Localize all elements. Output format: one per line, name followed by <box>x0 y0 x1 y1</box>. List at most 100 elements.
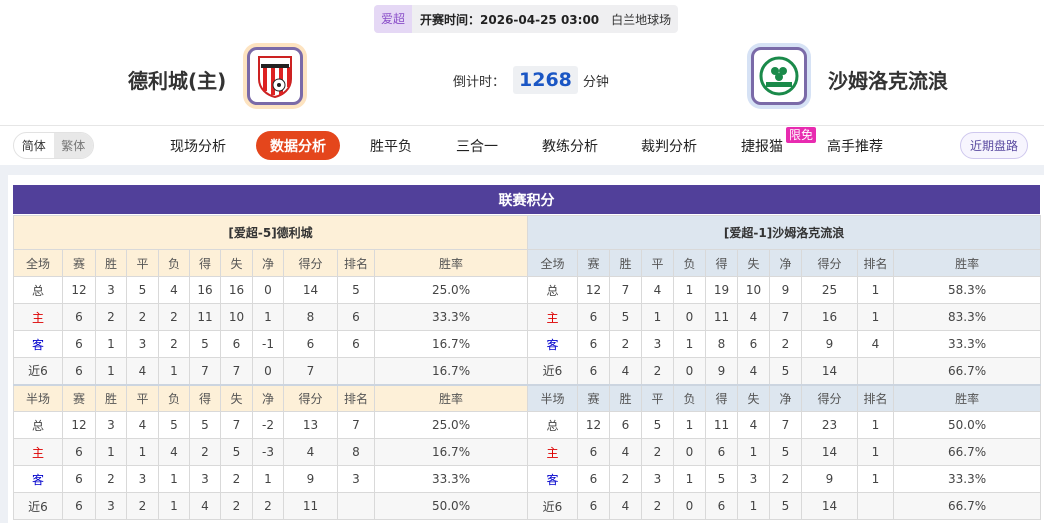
free-badge: 限免 <box>786 127 817 143</box>
table-cell: 6 <box>337 303 375 331</box>
column-header: 全场 <box>527 249 578 277</box>
table-row: 主 6 4 2 0 6 1 5 14 1 66.7% <box>527 438 1042 466</box>
table-cell: 6 <box>609 411 642 439</box>
column-header: 胜 <box>609 383 642 412</box>
tab-data-analysis[interactable]: 数据分析 <box>256 131 340 160</box>
venue: 白兰地球场 <box>611 12 672 27</box>
table-cell: 2 <box>769 330 802 358</box>
table-row: 客 6 2 3 1 5 3 2 9 1 33.3% <box>527 465 1042 493</box>
table-cell: 4 <box>609 438 642 466</box>
table-cell: 6 <box>62 465 96 493</box>
row-label: 主 <box>13 303 63 331</box>
table-cell: 0 <box>673 438 706 466</box>
table-cell: 3 <box>337 465 375 493</box>
table-row: 总 12 6 5 1 11 4 7 23 1 50.0% <box>527 411 1042 439</box>
tab-live-analysis[interactable]: 现场分析 <box>170 138 226 155</box>
kickoff-time: 开赛时间：2026-04-25 03:00 <box>420 12 600 27</box>
match-info-bar: 爱超 开赛时间：2026-04-25 03:00 白兰地球场 <box>374 5 678 33</box>
column-header: 得 <box>705 249 738 277</box>
row-label: 主 <box>527 438 578 466</box>
table-cell: 25.0% <box>373 411 529 439</box>
table-cell: 1 <box>857 303 894 331</box>
home-team-logo[interactable] <box>243 43 307 109</box>
table-cell: 14 <box>801 438 858 466</box>
row-label: 近6 <box>13 492 63 520</box>
table-cell: 6 <box>577 492 610 520</box>
column-header: 净 <box>252 383 284 412</box>
table-cell: -1 <box>252 330 284 358</box>
table-cell: 4 <box>283 438 338 466</box>
tab-expert-picks[interactable]: 高手推荐 <box>827 138 883 155</box>
table-cell: 7 <box>283 357 338 385</box>
row-label: 总 <box>527 276 578 304</box>
league-tag[interactable]: 爱超 <box>374 5 413 33</box>
traditional-button[interactable]: 繁体 <box>53 133 93 158</box>
table-cell: 66.7% <box>892 438 1042 466</box>
row-label: 近6 <box>527 357 578 385</box>
table-cell: -3 <box>252 438 284 466</box>
tab-jiebaomao[interactable]: 捷报猫 <box>741 138 783 155</box>
tab-referee-analysis[interactable]: 裁判分析 <box>641 138 697 155</box>
home-team-caption-row: [爱超-5]德利城 <box>12 215 529 250</box>
table-cell: 3 <box>641 465 674 493</box>
away-team-name[interactable]: 沙姆洛克流浪 <box>828 69 948 93</box>
table-cell: 4 <box>737 303 770 331</box>
table-cell: 33.3% <box>892 465 1042 493</box>
tab-three-in-one[interactable]: 三合一 <box>456 138 498 155</box>
column-header: 赛 <box>577 249 610 277</box>
table-cell: 2 <box>641 438 674 466</box>
table-cell: 9 <box>801 330 858 358</box>
table-cell: 1 <box>158 357 190 385</box>
tab-coach-analysis[interactable]: 教练分析 <box>542 138 598 155</box>
table-cell: 7 <box>609 276 642 304</box>
table-cell: 6 <box>737 330 770 358</box>
simplified-button[interactable]: 简体 <box>21 139 46 153</box>
full-header-row: 全场赛胜平负得失净得分 排名 胜率 <box>13 249 529 277</box>
table-cell: 12 <box>62 411 96 439</box>
table-cell: 2 <box>641 492 674 520</box>
language-toggle[interactable]: 简体 繁体 <box>13 132 94 159</box>
table-cell: 1 <box>857 411 894 439</box>
table-cell: 5 <box>337 276 375 304</box>
row-label: 客 <box>527 330 578 358</box>
table-cell: 1 <box>673 330 706 358</box>
column-header: 得 <box>189 249 221 277</box>
table-cell <box>857 492 894 520</box>
row-label: 客 <box>13 330 63 358</box>
table-cell: 11 <box>189 303 221 331</box>
table-cell: 7 <box>769 411 802 439</box>
home-team-name[interactable]: 德利城(主) <box>128 69 227 93</box>
table-cell: 1 <box>737 492 770 520</box>
away-standings-table: [爱超-1]沙姆洛克流浪 全场赛胜平负得失净得分 排名 胜率总 12 7 4 1 19 10 9 25… <box>526 215 1042 520</box>
table-cell: 3 <box>737 465 770 493</box>
table-cell <box>337 357 375 385</box>
row-label: 客 <box>527 465 578 493</box>
table-cell: 2 <box>95 465 127 493</box>
table-cell: 1 <box>95 330 127 358</box>
table-row: 近6 6 3 2 1 4 2 2 11 50.0% <box>13 492 529 520</box>
table-cell: 9 <box>705 357 738 385</box>
table-cell: 3 <box>126 330 159 358</box>
table-cell: 66.7% <box>892 492 1042 520</box>
column-header: 净 <box>769 383 802 412</box>
table-cell: 1 <box>252 303 284 331</box>
table-cell: 8 <box>337 438 375 466</box>
recent-handicap-button[interactable]: 近期盘路 <box>960 132 1028 159</box>
table-cell: 9 <box>769 276 802 304</box>
table-cell: 1 <box>126 438 159 466</box>
table-cell: 4 <box>857 330 894 358</box>
table-cell: 6 <box>62 492 96 520</box>
table-cell: 6 <box>62 303 96 331</box>
table-cell: 4 <box>126 411 159 439</box>
table-row: 近6 6 4 2 0 6 1 5 14 66.7% <box>527 492 1042 520</box>
table-cell: 3 <box>126 465 159 493</box>
away-team-logo[interactable] <box>747 43 811 109</box>
table-cell: 5 <box>769 492 802 520</box>
table-cell: 1 <box>857 465 894 493</box>
table-cell: 4 <box>609 357 642 385</box>
table-cell: 7 <box>769 303 802 331</box>
table-cell: 6 <box>283 330 338 358</box>
column-header: 平 <box>126 249 159 277</box>
tab-win-draw-lose[interactable]: 胜平负 <box>370 138 412 155</box>
table-cell: 5 <box>126 276 159 304</box>
